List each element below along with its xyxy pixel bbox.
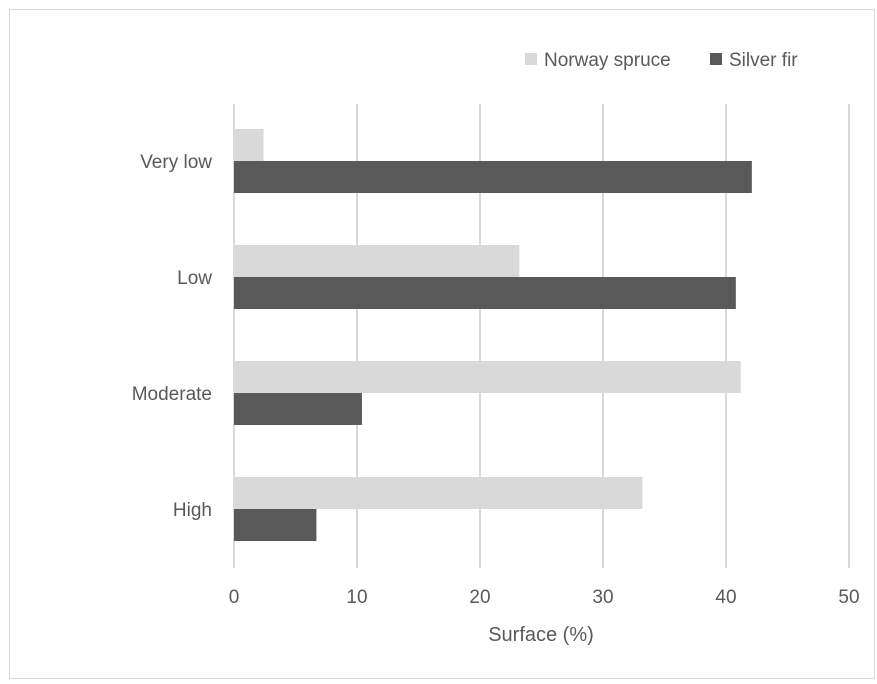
bar-silver-fir-moderate xyxy=(234,393,362,425)
bar-norway-spruce-high xyxy=(234,477,643,509)
x-tick-label-50: 50 xyxy=(838,587,859,608)
x-tick-label-20: 20 xyxy=(469,587,490,608)
bars xyxy=(234,129,752,541)
x-tick-label-30: 30 xyxy=(592,587,613,608)
bar-norway-spruce-moderate xyxy=(234,361,741,393)
x-axis-title: Surface (%) xyxy=(488,624,594,646)
chart-frame xyxy=(9,9,875,679)
legend-swatch-norway-spruce xyxy=(525,53,537,65)
x-tick-labels: 0 10 20 30 40 50 xyxy=(229,587,860,608)
bar-silver-fir-low xyxy=(234,277,736,309)
x-tick-label-0: 0 xyxy=(229,587,240,608)
category-labels: Very low Low Moderate High xyxy=(132,152,213,521)
legend-label-silver-fir: Silver fir xyxy=(729,50,798,71)
bar-norway-spruce-very-low xyxy=(234,129,264,161)
legend: Norway spruce Silver fir xyxy=(525,50,798,71)
legend-label-norway-spruce: Norway spruce xyxy=(544,50,671,71)
bar-norway-spruce-low xyxy=(234,245,520,277)
x-tick-label-10: 10 xyxy=(346,587,367,608)
category-label-low: Low xyxy=(177,268,212,289)
bar-silver-fir-high xyxy=(234,509,317,541)
legend-swatch-silver-fir xyxy=(710,53,722,65)
category-label-very-low: Very low xyxy=(140,152,212,173)
x-tick-label-40: 40 xyxy=(715,587,736,608)
category-label-moderate: Moderate xyxy=(132,384,212,405)
bar-silver-fir-very-low xyxy=(234,161,752,193)
category-label-high: High xyxy=(173,500,212,521)
